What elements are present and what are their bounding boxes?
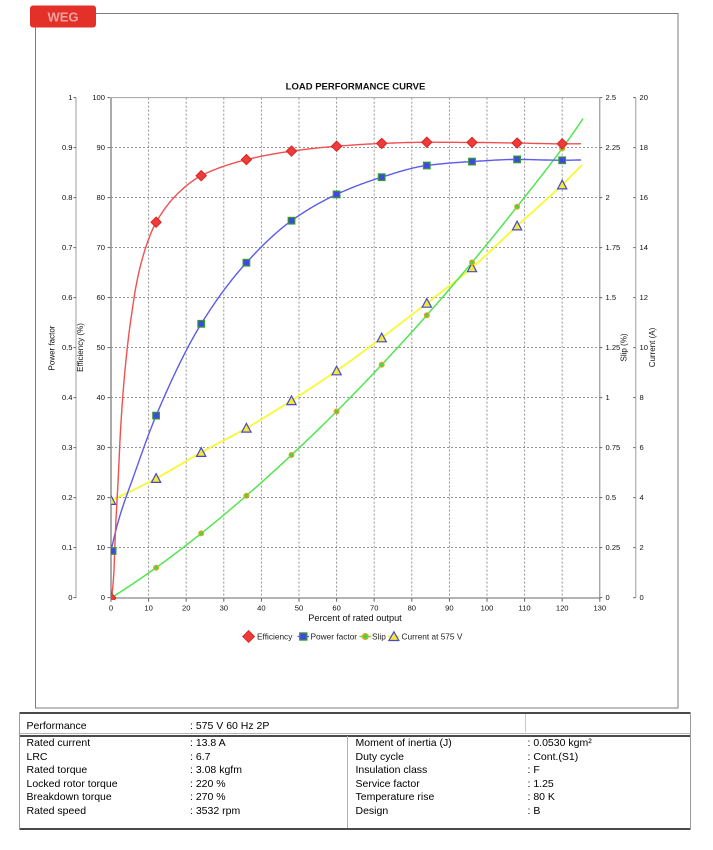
svg-text:20: 20 bbox=[97, 493, 105, 502]
svg-text:4: 4 bbox=[640, 493, 644, 502]
svg-text:80: 80 bbox=[408, 604, 416, 613]
svg-text:Slip (%): Slip (%) bbox=[620, 333, 629, 361]
svg-text:16: 16 bbox=[640, 193, 648, 202]
svg-text:0: 0 bbox=[68, 593, 72, 602]
svg-text:70: 70 bbox=[97, 243, 105, 252]
svg-text:14: 14 bbox=[640, 243, 648, 252]
svg-text:80: 80 bbox=[97, 193, 105, 202]
svg-text:0.5: 0.5 bbox=[62, 343, 73, 352]
svg-text:Current (A): Current (A) bbox=[648, 327, 657, 367]
svg-text:10: 10 bbox=[97, 543, 105, 552]
svg-text:1.75: 1.75 bbox=[606, 243, 621, 252]
svg-text:8: 8 bbox=[640, 393, 644, 402]
svg-text:Power factor: Power factor bbox=[47, 325, 56, 370]
svg-text:110: 110 bbox=[519, 604, 531, 613]
svg-text:1: 1 bbox=[606, 393, 610, 402]
svg-text:30: 30 bbox=[220, 604, 228, 613]
svg-text:50: 50 bbox=[295, 604, 303, 613]
svg-text:0.3: 0.3 bbox=[62, 443, 73, 452]
svg-text:0: 0 bbox=[606, 593, 610, 602]
svg-text:Power factor: Power factor bbox=[311, 632, 358, 642]
svg-text:1.25: 1.25 bbox=[606, 343, 621, 352]
svg-text:20: 20 bbox=[182, 604, 190, 613]
svg-text:2: 2 bbox=[640, 543, 644, 552]
svg-text:0.1: 0.1 bbox=[62, 543, 73, 552]
svg-text:40: 40 bbox=[97, 393, 105, 402]
svg-text:0.7: 0.7 bbox=[62, 243, 73, 252]
svg-text:Current at 575 V: Current at 575 V bbox=[402, 632, 463, 642]
svg-text:0.6: 0.6 bbox=[62, 293, 73, 302]
svg-text:70: 70 bbox=[370, 604, 378, 613]
svg-text:20: 20 bbox=[640, 93, 648, 102]
svg-text:Slip: Slip bbox=[372, 632, 386, 642]
svg-text:0.75: 0.75 bbox=[606, 443, 621, 452]
svg-text:30: 30 bbox=[97, 443, 105, 452]
svg-text:50: 50 bbox=[97, 343, 105, 352]
svg-text:40: 40 bbox=[257, 604, 265, 613]
svg-text:1: 1 bbox=[68, 93, 72, 102]
svg-text:0.8: 0.8 bbox=[62, 193, 73, 202]
svg-text:0.2: 0.2 bbox=[62, 493, 73, 502]
svg-text:1.5: 1.5 bbox=[606, 293, 617, 302]
svg-text:0: 0 bbox=[109, 604, 113, 613]
svg-text:Percent of rated output: Percent of rated output bbox=[308, 613, 402, 623]
svg-text:120: 120 bbox=[556, 604, 569, 613]
svg-text:130: 130 bbox=[593, 604, 606, 613]
svg-text:90: 90 bbox=[97, 143, 105, 152]
svg-text:0.25: 0.25 bbox=[606, 543, 621, 552]
svg-text:60: 60 bbox=[97, 293, 105, 302]
svg-text:2.25: 2.25 bbox=[606, 143, 621, 152]
svg-text:60: 60 bbox=[332, 604, 340, 613]
svg-text:10: 10 bbox=[640, 343, 648, 352]
svg-text:0.5: 0.5 bbox=[606, 493, 617, 502]
svg-text:100: 100 bbox=[92, 93, 105, 102]
svg-text:Efficiency (%): Efficiency (%) bbox=[76, 323, 85, 372]
svg-text:12: 12 bbox=[640, 293, 648, 302]
svg-text:0: 0 bbox=[640, 593, 644, 602]
svg-text:2.5: 2.5 bbox=[606, 93, 617, 102]
svg-text:2: 2 bbox=[606, 193, 610, 202]
svg-text:0.4: 0.4 bbox=[62, 393, 73, 402]
svg-text:WEG: WEG bbox=[47, 10, 78, 25]
svg-text:10: 10 bbox=[144, 604, 152, 613]
svg-text:LOAD PERFORMANCE CURVE: LOAD PERFORMANCE CURVE bbox=[286, 82, 426, 93]
svg-text:0.9: 0.9 bbox=[62, 143, 73, 152]
svg-text:18: 18 bbox=[640, 143, 648, 152]
svg-text:100: 100 bbox=[481, 604, 494, 613]
svg-text:6: 6 bbox=[640, 443, 644, 452]
svg-text:Efficiency: Efficiency bbox=[257, 632, 293, 642]
svg-text:0: 0 bbox=[101, 593, 105, 602]
svg-text:90: 90 bbox=[445, 604, 453, 613]
